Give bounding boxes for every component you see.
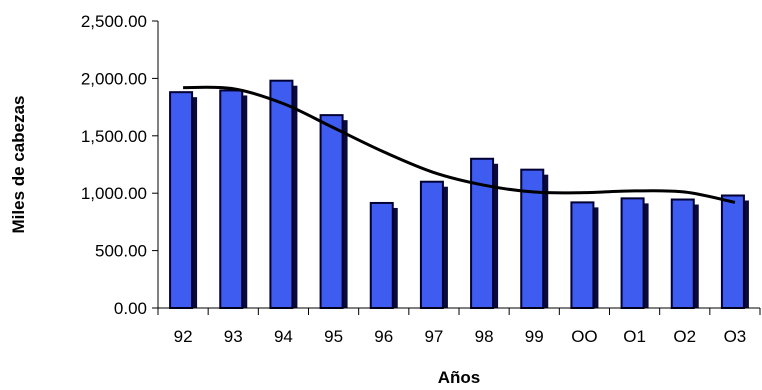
x-tick-label: O1: [623, 327, 646, 346]
x-tick-label: O2: [673, 327, 696, 346]
bars: [169, 79, 749, 310]
bar: [169, 91, 198, 310]
bar: [620, 197, 649, 309]
bar-face: [470, 157, 495, 309]
bar: [319, 114, 348, 309]
y-axis-title: Miles de cabezas: [9, 96, 28, 234]
bar-face: [369, 201, 394, 309]
x-tick-label: 94: [274, 327, 293, 346]
x-axis-title: Años: [438, 368, 481, 387]
bar: [269, 79, 298, 309]
y-tick-label: 1,000.00: [81, 184, 147, 203]
bar-face: [720, 194, 745, 309]
x-tick-label: O3: [724, 327, 747, 346]
y-tick-label: 2,000.00: [81, 69, 147, 88]
bar-face: [319, 114, 344, 309]
bar: [720, 194, 749, 309]
x-tick-label: 97: [424, 327, 443, 346]
bar-face: [670, 198, 695, 310]
y-tick-label: 2,500.00: [81, 12, 147, 31]
x-tick-label: 95: [324, 327, 343, 346]
y-axis-ticks: 0.00 500.00 1,000.00 1,500.00 2,000.00 2,500.…: [81, 12, 158, 318]
bar: [670, 198, 699, 310]
x-tick-label: 93: [224, 327, 243, 346]
y-tick-label: 500.00: [95, 242, 147, 261]
x-tick-label: 96: [374, 327, 393, 346]
bar-face: [219, 89, 244, 310]
bar-face: [570, 201, 595, 309]
x-tick-label: 92: [174, 327, 193, 346]
bar: [369, 201, 398, 309]
bar-face: [269, 79, 294, 309]
y-tick-label: 0.00: [114, 299, 147, 318]
bar-face: [169, 91, 194, 310]
bar: [570, 201, 599, 309]
bar: [219, 89, 248, 310]
trend-line: [183, 85, 736, 204]
bar: [520, 168, 549, 309]
bar: [470, 157, 499, 309]
bar-face: [620, 197, 645, 309]
x-tick-label: 98: [475, 327, 494, 346]
x-tick-label: 99: [525, 327, 544, 346]
y-tick-label: 1,500.00: [81, 127, 147, 146]
bar: [419, 180, 448, 309]
x-axis-ticks: 92 93 94 95 96 97 98 99 OO O1 O2 O3: [157, 308, 761, 346]
bar-face: [419, 180, 444, 309]
x-tick-label: OO: [571, 327, 597, 346]
